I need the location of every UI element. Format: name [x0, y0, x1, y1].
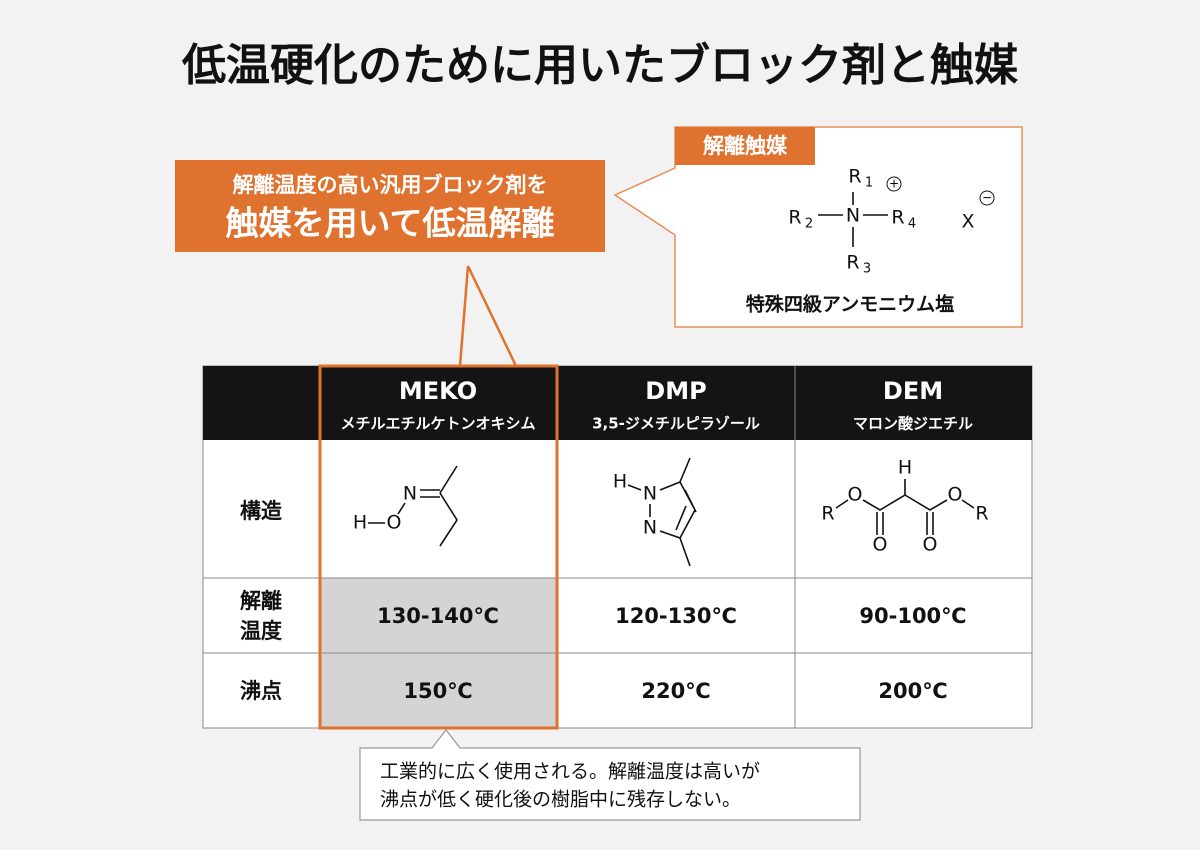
bonds: [368, 465, 458, 547]
catalyst-label-box: [675, 127, 815, 165]
atom: R: [891, 207, 904, 229]
atom: O: [948, 484, 963, 506]
atom: O: [848, 484, 863, 506]
cell: 120-130℃: [615, 604, 737, 628]
row-label: 解離: [239, 589, 282, 613]
column-subname: マロン酸ジエチル: [853, 415, 973, 433]
catalyst-box: [613, 126, 1023, 328]
row-label: 温度: [240, 619, 282, 643]
cell: 200℃: [878, 679, 947, 703]
column-subname: 3,5-ジメチルピラゾール: [592, 415, 760, 433]
atom: N: [643, 483, 657, 505]
title: 低温硬化のために用いたブロック剤と触媒: [181, 40, 1019, 91]
atom-sub: 1: [865, 176, 873, 191]
note-box: [359, 729, 861, 821]
bonds: [627, 457, 697, 567]
charge: −: [982, 191, 992, 205]
atom: O: [873, 534, 888, 556]
atom: R: [846, 252, 859, 274]
bonds: [835, 479, 975, 535]
note-line: 沸点が低く硬化後の樹脂中に残存しない。: [380, 789, 741, 811]
atom: R: [821, 503, 834, 525]
catalyst-label: 解離触媒: [702, 134, 788, 158]
atom-sub: 2: [805, 217, 813, 232]
note-line: 工業的に広く使用される。解離温度は高いが: [380, 761, 760, 783]
callout-pointer: [458, 265, 518, 367]
atom: N: [403, 483, 417, 505]
atom: R: [788, 207, 801, 229]
atom: R: [848, 166, 861, 188]
charge-circle: [886, 176, 902, 192]
cell: 220℃: [641, 679, 710, 703]
callout-box: [175, 160, 605, 252]
atom: H: [613, 471, 627, 493]
atom: R: [975, 503, 988, 525]
atom: N: [643, 517, 657, 539]
charge: +: [889, 177, 899, 191]
cell: 90-100℃: [859, 604, 966, 628]
callout-line: 解離温度の高い汎用ブロック剤を: [232, 173, 548, 197]
atom-sub: 4: [908, 217, 916, 232]
catalyst-caption: 特殊四級アンモニウム塩: [746, 293, 954, 316]
column-name: MEKO: [399, 377, 477, 405]
atom-sub: 3: [863, 262, 871, 277]
column-subname: メチルエチルケトンオキシム: [340, 415, 535, 433]
atom: H: [353, 512, 367, 534]
atom: X: [961, 211, 974, 233]
atom: O: [387, 512, 402, 534]
column-name: DEM: [883, 377, 943, 405]
atom: H: [898, 457, 912, 479]
column-name: DMP: [645, 377, 706, 405]
highlight-outline: [318, 364, 559, 730]
cell: 130-140℃: [377, 604, 499, 628]
callout-line: 触媒を用いて低温解離: [225, 204, 554, 243]
table-header: [203, 366, 1032, 440]
atom: N: [846, 205, 860, 227]
row-label: 沸点: [240, 679, 282, 703]
cell: 150℃: [403, 679, 472, 703]
charge-circle: [979, 190, 995, 206]
bonds: [818, 192, 888, 247]
atom: O: [923, 534, 938, 556]
row-label: 構造: [240, 499, 282, 523]
